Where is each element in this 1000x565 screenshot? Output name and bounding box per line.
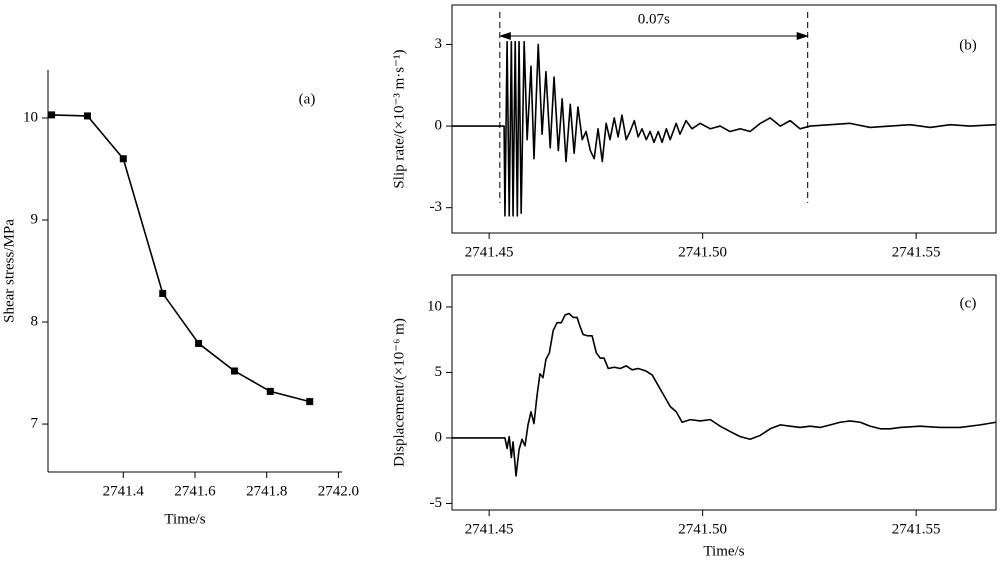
x-tick-label: 2741.50 xyxy=(678,244,727,260)
y-axis-label: Displacement/(×10⁻⁶ m) xyxy=(391,318,407,467)
x-tick-label: 2741.55 xyxy=(892,244,941,260)
y-tick-label: 8 xyxy=(31,313,39,329)
data-line xyxy=(452,312,997,477)
data-line xyxy=(452,40,997,217)
x-tick-label: 2741.45 xyxy=(465,244,514,260)
plot-frame xyxy=(451,274,997,511)
panel-label: (c) xyxy=(960,295,977,311)
panel-label: (a) xyxy=(299,91,316,107)
data-marker xyxy=(119,155,127,163)
x-tick-label: 2741.55 xyxy=(892,521,941,537)
x-tick-label: 2741.8 xyxy=(246,483,287,499)
y-tick-label: 10 xyxy=(427,298,442,314)
y-axis-label: Slip rate/(×10⁻³ m·s⁻¹) xyxy=(391,49,407,188)
y-tick-label: 10 xyxy=(23,109,38,125)
x-tick-label: 2741.45 xyxy=(465,521,514,537)
x-tick-label: 2741.50 xyxy=(678,521,727,537)
y-axis-label: Shear stress/MPa xyxy=(1,219,17,323)
y-tick-label: 5 xyxy=(435,364,443,380)
data-marker xyxy=(83,112,91,120)
data-marker xyxy=(195,339,203,347)
data-marker xyxy=(306,398,314,406)
y-tick-label: 3 xyxy=(435,36,443,52)
y-tick-label: 9 xyxy=(31,211,39,227)
y-tick-label: -3 xyxy=(430,199,443,215)
plot-frame xyxy=(451,4,997,234)
x-tick-label: 2742.0 xyxy=(318,483,359,499)
data-marker xyxy=(48,111,56,119)
data-marker xyxy=(266,387,274,395)
y-tick-label: 7 xyxy=(31,415,39,431)
interval-label: 0.07s xyxy=(638,11,670,27)
data-marker xyxy=(230,367,238,375)
data-line xyxy=(51,114,310,403)
x-tick-label: 2741.6 xyxy=(174,483,216,499)
panel-label: (b) xyxy=(959,37,977,53)
x-axis-label: Time/s xyxy=(703,543,744,559)
x-axis-label: Time/s xyxy=(164,511,205,527)
y-tick-label: 0 xyxy=(435,118,443,134)
y-tick-label: 0 xyxy=(435,429,443,445)
y-tick-label: -5 xyxy=(430,495,443,511)
x-tick-label: 2741.4 xyxy=(103,483,145,499)
data-marker xyxy=(159,289,167,297)
